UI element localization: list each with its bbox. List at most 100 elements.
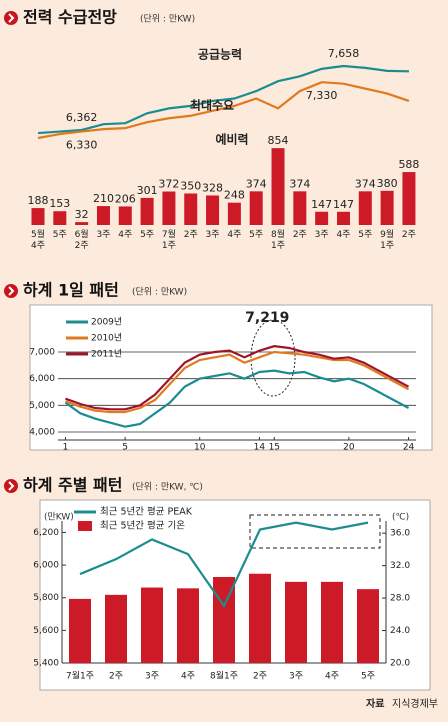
bar	[357, 589, 379, 663]
legend-label: 2011년	[91, 349, 122, 360]
data-label: 328	[202, 181, 223, 194]
x-tick-label: 5주	[358, 230, 373, 240]
x-tick-label: 2주	[401, 230, 416, 240]
series-label: 예비력	[215, 132, 248, 147]
icon	[4, 11, 18, 25]
data-label: 374	[289, 177, 310, 190]
x-tick-label: 7월 1주	[161, 230, 176, 251]
x-tick-label: 4주	[227, 230, 242, 240]
data-label: 374	[355, 177, 376, 190]
unit: (단위 : 만KW)	[140, 14, 195, 25]
chart-title: 하계 주별 패턴	[23, 476, 122, 495]
bar	[271, 148, 285, 225]
y-tick-label: 6,000	[29, 374, 55, 384]
data-label: 7,219	[245, 310, 289, 326]
bar	[31, 208, 45, 225]
line	[64, 369, 410, 428]
data-label: 32	[75, 208, 89, 221]
x-tick-label: 4주	[336, 230, 351, 240]
data-label: 7,330	[306, 89, 338, 102]
x-tick-label: 10	[194, 443, 206, 453]
chart-title: 하계 1일 패턴	[23, 281, 119, 300]
y-axis-label: (만KW)	[44, 512, 74, 523]
x-tick-label: 20	[343, 443, 355, 453]
x-tick-label: 5주	[52, 230, 67, 240]
x-tick-label: 3주	[314, 230, 329, 240]
x-tick-label: 7월1주	[66, 670, 94, 682]
x-tick-label: 1	[63, 443, 69, 453]
line	[37, 64, 409, 135]
bar	[249, 573, 271, 663]
y2-tick-label: 24.0	[390, 626, 410, 636]
bar	[75, 222, 89, 225]
bar	[358, 191, 372, 225]
data-label: 6,362	[66, 111, 98, 124]
bar	[96, 206, 110, 225]
x-tick-label: 5주	[361, 671, 375, 682]
x-tick-label: 24	[403, 443, 415, 453]
data-label: 248	[224, 189, 245, 202]
data-label: 153	[49, 197, 70, 210]
y-tick-label: 5,000	[29, 401, 55, 411]
data-label: 210	[93, 192, 114, 205]
x-tick-label: 5주	[140, 230, 155, 240]
data-label: 854	[268, 134, 289, 147]
series-label: 최대수요	[190, 98, 234, 113]
data-label: 380	[377, 177, 398, 190]
x-tick-label: 6월 2주	[74, 230, 89, 251]
data-label: 588	[398, 158, 419, 171]
x-tick-label: 4주	[325, 671, 339, 682]
y-tick-label: 5,800	[33, 593, 59, 603]
series-label: 공급능력	[198, 48, 242, 62]
highlight	[249, 514, 381, 549]
x-tick-label: 9월 1주	[380, 230, 395, 251]
line	[37, 81, 410, 140]
bar	[162, 191, 176, 225]
x-tick-label: 2주	[292, 230, 307, 240]
source-label: 자료	[366, 697, 384, 710]
x-tick-label: 2주	[109, 671, 123, 682]
line	[65, 350, 410, 414]
bar	[315, 211, 329, 225]
x-tick-label: 14	[254, 443, 266, 453]
icon	[8, 481, 15, 491]
data-label: 301	[137, 184, 158, 197]
y-tick-label: 6,200	[33, 528, 59, 538]
data-label: 374	[246, 177, 267, 190]
bar	[105, 594, 127, 663]
x-tick-label: 3주	[205, 230, 220, 240]
x-tick-label: 3주	[145, 671, 159, 682]
data-label: 7,658	[328, 47, 360, 60]
bar	[69, 598, 91, 663]
bar	[177, 588, 199, 663]
data-label: 206	[115, 192, 136, 205]
bar	[140, 197, 154, 225]
x-tick-label: 2주	[253, 671, 267, 682]
data-label: 188	[28, 194, 49, 207]
bar	[141, 587, 163, 663]
x-tick-label: 4주	[181, 671, 195, 682]
bar	[380, 190, 394, 225]
y2-tick-label: 20.0	[390, 659, 410, 669]
legend-label: 2009년	[91, 317, 122, 328]
bar	[184, 193, 198, 225]
x-tick-label: 3주	[96, 230, 111, 240]
y2-tick-label: 36.0	[390, 529, 410, 539]
bar	[293, 191, 307, 225]
x-tick-label: 8월1주	[210, 670, 238, 682]
legend-label: 최근 5년간 평균 PEAK	[100, 507, 193, 518]
bar	[53, 211, 67, 225]
x-tick-label: 5주	[249, 230, 264, 240]
y-tick-label: 5,400	[33, 659, 59, 669]
y2-tick-label: 28.0	[390, 594, 410, 604]
data-label: 147	[333, 198, 354, 211]
bar	[321, 581, 343, 663]
legend-label: 최근 5년간 평균 기온	[100, 521, 185, 532]
legend-swatch	[78, 521, 92, 531]
data-label: 372	[158, 178, 179, 191]
bar	[249, 191, 263, 225]
x-tick-label: 8월 1주	[271, 230, 286, 251]
bar	[227, 202, 241, 225]
icon	[8, 13, 15, 23]
